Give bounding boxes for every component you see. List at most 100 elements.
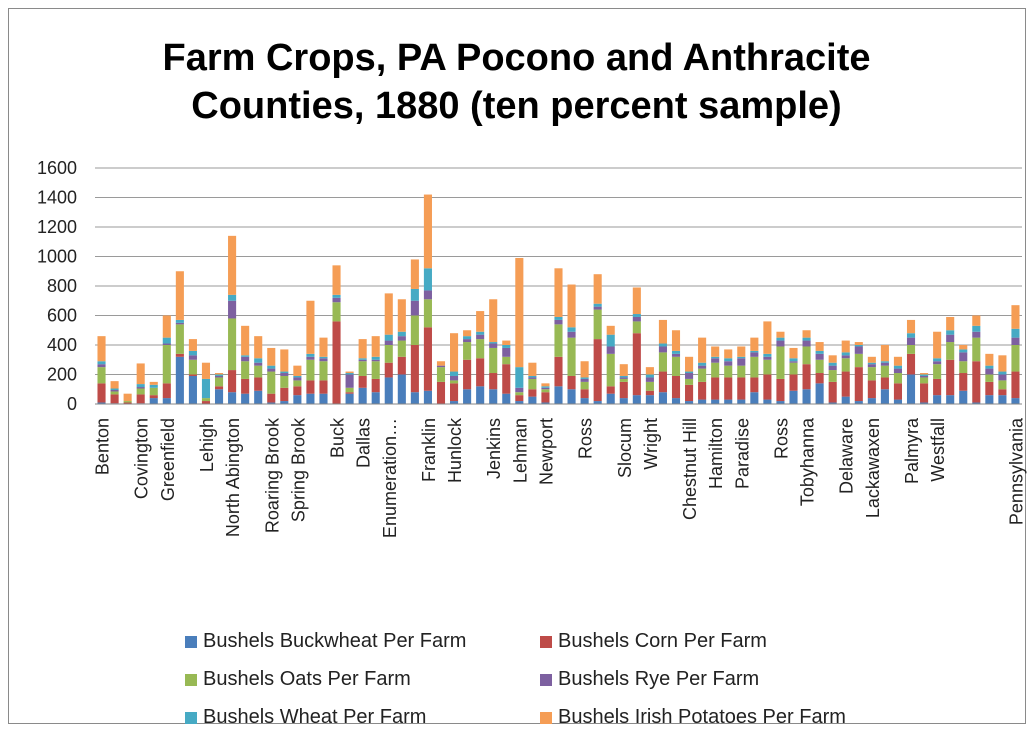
bar-segment [619,364,628,376]
bar-stack [241,325,250,404]
bar-segment [593,303,602,307]
bar-segment [345,393,354,404]
bar-stack [880,345,889,404]
bar-segment [241,361,250,379]
bar-segment [893,368,903,374]
bar-segment [358,375,367,388]
chart-title: Farm Crops, PA Pocono and Anthracite Cou… [0,34,1033,130]
bar-segment [972,315,981,326]
bar-segment [619,375,628,378]
legend-item: Bushels Irish Potatoes Per Farm [540,706,846,729]
bar-segment [554,356,563,387]
bar-segment [685,356,694,372]
bar-segment [750,356,759,378]
bar-segment [593,309,602,340]
x-tick-label: Buck [328,417,348,458]
x-tick-label: Spring Brook [288,417,308,522]
bar-segment [1011,337,1020,346]
bar-segment [593,306,602,310]
bar-segment [802,346,811,365]
bar-segment [371,392,380,404]
bar-segment [241,356,250,362]
bar-segment [946,395,955,404]
bar-segment [541,383,550,387]
bar-segment [515,401,524,404]
bar-segment [920,377,929,384]
bar-segment [201,401,211,404]
bar-segment [671,330,681,351]
bar-stack [267,347,276,404]
bar-segment [332,297,341,303]
bar-segment [162,383,171,399]
bar-segment [567,284,576,328]
bar-segment [489,373,498,390]
bar-segment [450,401,459,404]
bar-stack [110,381,119,404]
bar-segment [906,333,916,338]
bar-segment [110,391,119,395]
bar-segment [463,330,472,337]
bar-segment [698,381,707,400]
bar-segment [332,321,341,404]
y-axis-ticks: 0 200 400 600 800 1000 1200 1400 1600 [37,158,77,414]
bar-segment [188,375,197,404]
bar-segment [254,336,263,359]
bar-segment [541,389,550,393]
bar-segment [293,386,302,396]
legend-item: Bushels Wheat Per Farm [185,706,426,729]
bar-stack [345,371,354,404]
bar-segment [606,393,615,404]
bar-segment [97,361,106,365]
x-tick-label: Delaware [837,418,857,494]
bar-segment [959,352,968,362]
bar-segment [476,331,485,335]
bar-segment [463,389,472,404]
bar-segment [632,314,641,317]
bar-segment [985,395,994,404]
bar-segment [828,370,837,382]
bar-segment [436,367,446,382]
bar-segment [854,345,863,347]
bar-stack [841,340,850,405]
bar-segment [580,381,589,390]
bar-stack [423,194,432,404]
bar-stack [737,346,746,404]
bar-segment [946,359,955,396]
bar-segment [175,324,184,354]
bar-segment [645,390,654,396]
bar-segment [410,259,419,289]
bar-segment [345,392,354,394]
bar-segment [802,330,811,338]
bar-segment [685,378,694,385]
bar-segment [580,378,589,382]
bar-segment [463,342,472,360]
x-tick-label: Franklin [419,418,439,482]
bar-segment [358,359,367,362]
bar-segment [737,377,746,400]
bar-segment [397,331,406,337]
x-tick-label: Lackawaxen [863,418,883,518]
x-tick-label: Lehman [510,418,530,483]
bar-segment [828,402,837,404]
bar-segment [306,359,315,381]
bar-segment [828,362,837,366]
x-tick-label: Jenkins [484,418,504,479]
bar-segment [175,322,184,325]
bar-stack [920,373,929,404]
bar-segment [867,364,876,368]
bar-segment [319,361,328,381]
bar-segment [489,347,498,374]
bar-segment [554,324,563,357]
bar-stack [698,337,707,404]
bar-segment [841,352,850,356]
bar-segment [123,402,132,404]
y-tick-label: 600 [47,306,77,326]
bar-stack [789,347,798,404]
bar-segment [867,398,876,404]
bar-segment [567,327,576,332]
bar-segment [123,401,132,403]
y-tick-label: 1200 [37,217,77,237]
bar-stack [658,319,667,404]
bar-segment [306,300,315,354]
bar-segment [737,365,746,378]
